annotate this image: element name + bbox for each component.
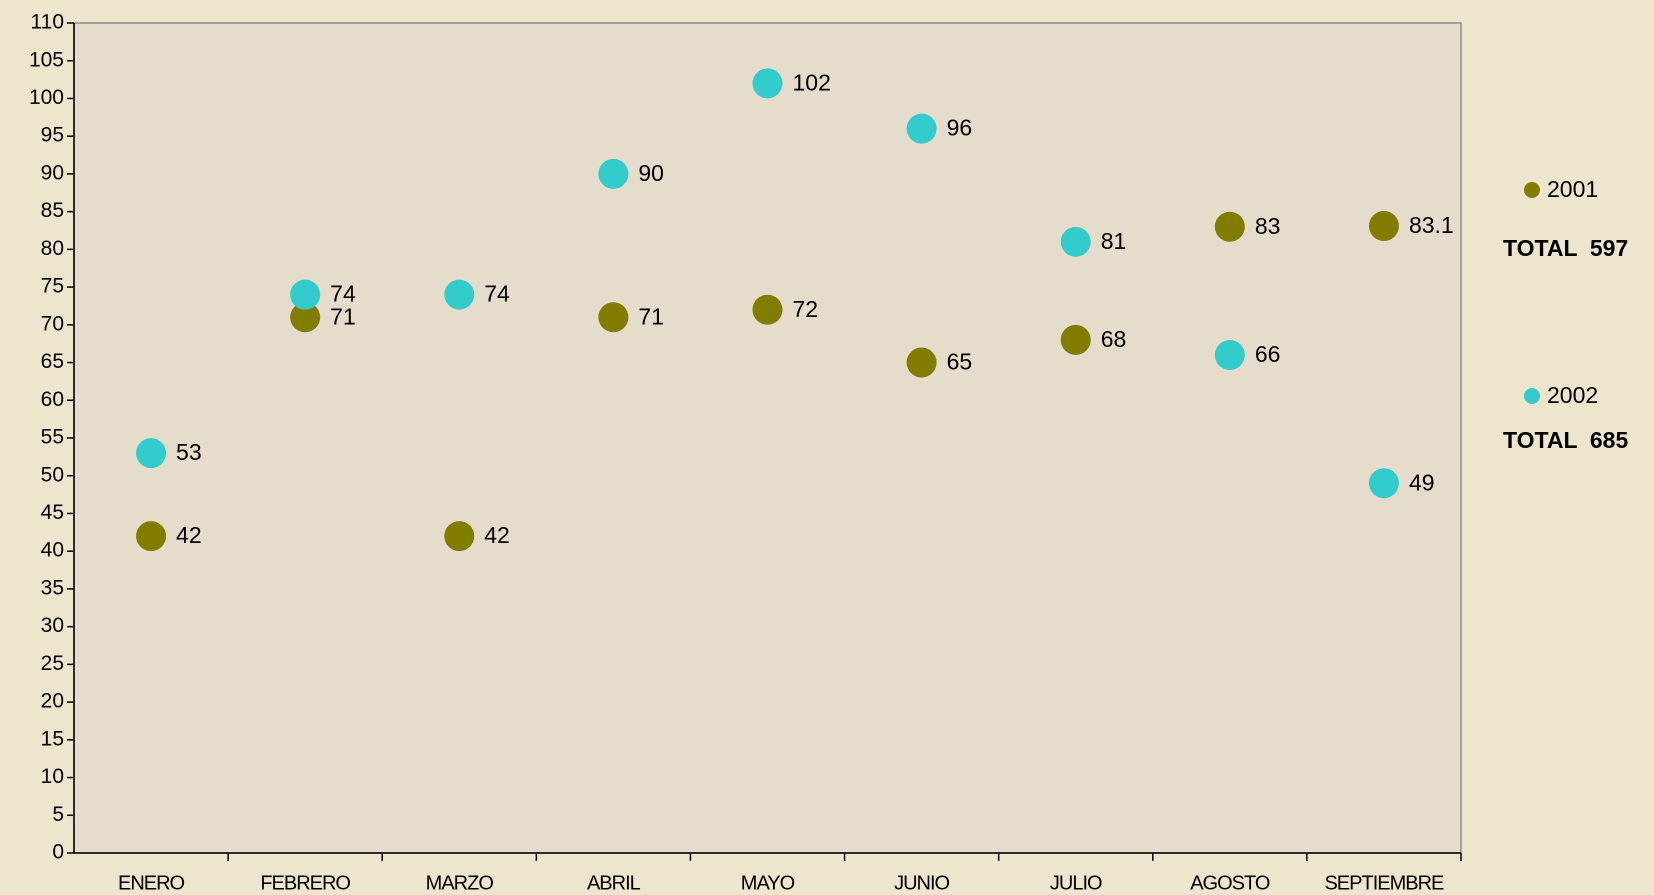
marker (1368, 468, 1399, 499)
y-tick-label: 5 (52, 803, 64, 826)
marker (1368, 210, 1399, 241)
x-tick-label: AGOSTO (1190, 872, 1270, 894)
data-label: 83 (1255, 213, 1281, 239)
marker (1214, 340, 1245, 370)
marker (290, 302, 321, 333)
y-tick-label: 15 (41, 727, 64, 750)
legend-label: 2001 (1547, 176, 1598, 202)
marker (752, 294, 783, 325)
y-tick-label: 45 (41, 501, 64, 524)
marker (598, 302, 629, 333)
legend-total: TOTAL 597 (1503, 235, 1628, 261)
y-tick-label: 10 (41, 765, 64, 788)
y-tick-label: 0 (52, 841, 64, 864)
y-tick-label: 105 (29, 48, 64, 71)
data-label: 42 (176, 522, 202, 548)
data-label: 66 (1255, 341, 1281, 367)
data-label: 65 (947, 349, 973, 375)
data-label: 68 (1101, 326, 1127, 352)
marker (136, 438, 167, 469)
marker (906, 113, 937, 144)
y-tick-label: 90 (41, 161, 64, 184)
data-label: 49 (1409, 469, 1435, 495)
y-tick-label: 40 (41, 539, 64, 562)
data-label: 74 (484, 281, 510, 307)
y-tick-label: 50 (41, 463, 64, 486)
legend-total: TOTAL 685 (1503, 427, 1628, 453)
marker (598, 158, 629, 189)
data-label: 42 (484, 522, 510, 548)
marker (444, 521, 475, 552)
y-tick-label: 95 (41, 124, 64, 147)
y-tick-label: 75 (41, 275, 64, 298)
x-tick-label: SEPTIEMBRE (1324, 872, 1444, 894)
x-tick-label: ABRIL (587, 872, 641, 894)
y-tick-label: 20 (41, 690, 64, 713)
y-tick-label: 55 (41, 426, 64, 449)
data-label: 72 (793, 296, 819, 322)
y-tick-label: 110 (31, 11, 64, 34)
y-tick-label: 60 (41, 388, 64, 411)
x-tick-label: MAYO (741, 872, 795, 894)
marker (1060, 324, 1091, 355)
x-tick-label: JUNIO (894, 872, 949, 894)
data-label: 53 (176, 439, 202, 465)
plot-area (73, 22, 1462, 854)
y-tick-label: 35 (41, 576, 64, 599)
x-tick-label: MARZO (426, 872, 494, 894)
data-label: 74 (330, 281, 356, 307)
marker (136, 521, 167, 552)
marker (1214, 211, 1245, 242)
y-tick-label: 70 (41, 312, 64, 335)
y-tick-label: 65 (41, 350, 64, 373)
marker (752, 68, 783, 99)
data-label: 90 (638, 160, 664, 186)
legend-marker (1524, 182, 1540, 198)
data-label: 83.1 (1409, 212, 1454, 238)
data-label: 81 (1101, 228, 1127, 254)
x-tick-label: JULIO (1050, 872, 1102, 894)
y-tick-label: 30 (41, 614, 64, 637)
y-tick-label: 25 (41, 652, 64, 675)
data-label: 96 (947, 115, 973, 141)
y-tick-label: 80 (41, 237, 64, 260)
marker (1060, 226, 1091, 257)
y-tick-label: 85 (41, 199, 64, 222)
marker (290, 279, 321, 310)
x-tick-label: ENERO (118, 872, 185, 894)
legend-label: 2002 (1547, 382, 1598, 408)
x-tick-label: FEBRERO (260, 872, 350, 894)
legend-marker (1524, 388, 1540, 404)
marker (906, 347, 937, 378)
y-tick-label: 100 (29, 86, 64, 109)
data-label: 102 (793, 69, 831, 95)
data-label: 71 (330, 303, 356, 329)
marker (444, 279, 475, 310)
data-label: 71 (638, 303, 664, 329)
